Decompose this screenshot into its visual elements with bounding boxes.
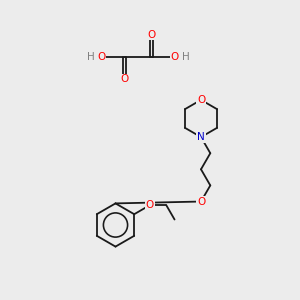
Text: O: O (97, 52, 105, 62)
Text: N: N (197, 132, 205, 142)
Text: O: O (120, 74, 129, 85)
Text: O: O (146, 200, 154, 210)
Text: H: H (182, 52, 189, 62)
Text: O: O (147, 29, 156, 40)
Text: O: O (197, 95, 205, 105)
Text: H: H (87, 52, 94, 62)
Text: O: O (197, 196, 205, 206)
Text: O: O (171, 52, 179, 62)
